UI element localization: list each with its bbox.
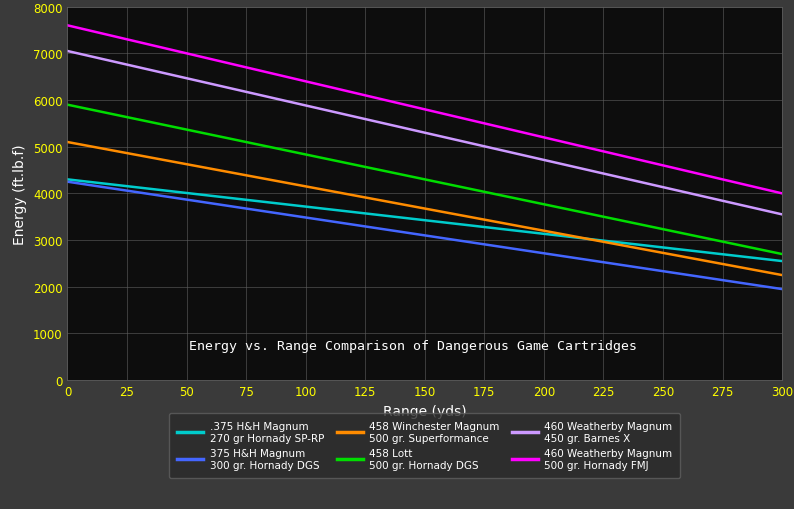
Legend: .375 H&H Magnum
270 gr Hornady SP-RP, 375 H&H Magnum
300 gr. Hornady DGS, 458 Wi: .375 H&H Magnum 270 gr Hornady SP-RP, 37…: [169, 413, 680, 478]
Y-axis label: Energy (ft.lb.f): Energy (ft.lb.f): [13, 144, 28, 244]
Text: Energy vs. Range Comparison of Dangerous Game Cartridges: Energy vs. Range Comparison of Dangerous…: [189, 339, 637, 352]
X-axis label: Range (yds): Range (yds): [383, 404, 467, 418]
